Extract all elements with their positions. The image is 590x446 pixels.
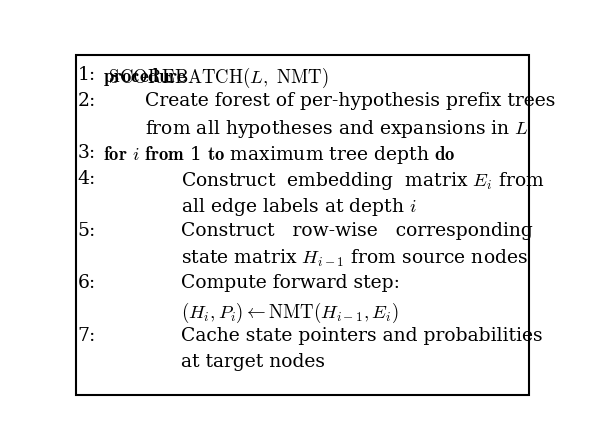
Text: state matrix $H_{i-1}$ from source nodes: state matrix $H_{i-1}$ from source nodes bbox=[181, 248, 528, 269]
Text: 6:: 6: bbox=[77, 274, 96, 292]
Text: 7:: 7: bbox=[77, 326, 96, 345]
Text: $\mathbf{for}$ $i$ $\mathbf{from}$ 1 $\mathbf{to}$ maximum tree depth $\mathbf{d: $\mathbf{for}$ $i$ $\mathbf{from}$ 1 $\m… bbox=[103, 144, 455, 166]
Text: $(H_i, P_i) \leftarrow \mathrm{NMT}(H_{i-1}, E_i)$: $(H_i, P_i) \leftarrow \mathrm{NMT}(H_{i… bbox=[181, 301, 399, 325]
Text: $\mathbf{procedure}$: $\mathbf{procedure}$ bbox=[103, 66, 188, 87]
Text: Create forest of per-hypothesis prefix trees: Create forest of per-hypothesis prefix t… bbox=[145, 91, 555, 110]
Text: 1:: 1: bbox=[77, 66, 96, 83]
Text: all edge labels at depth $i$: all edge labels at depth $i$ bbox=[181, 196, 417, 218]
Text: $\mathrm{S}$$\mathrm{CORE}$$\mathrm{B}$$\mathrm{ATCH}$$(L,\ \mathrm{NMT})$: $\mathrm{S}$$\mathrm{CORE}$$\mathrm{B}$$… bbox=[103, 66, 329, 90]
Text: 5:: 5: bbox=[77, 222, 96, 240]
Text: Construct   row-wise   corresponding: Construct row-wise corresponding bbox=[181, 222, 533, 240]
Text: Construct  embedding  matrix $E_i$ from: Construct embedding matrix $E_i$ from bbox=[181, 170, 545, 192]
Text: 4:: 4: bbox=[77, 170, 96, 188]
Text: Cache state pointers and probabilities: Cache state pointers and probabilities bbox=[181, 326, 543, 345]
FancyBboxPatch shape bbox=[76, 55, 529, 395]
Text: from all hypotheses and expansions in $L$: from all hypotheses and expansions in $L… bbox=[145, 118, 529, 140]
Text: Compute forward step:: Compute forward step: bbox=[181, 274, 400, 292]
Text: 2:: 2: bbox=[77, 91, 96, 110]
Text: 3:: 3: bbox=[77, 144, 96, 162]
Text: at target nodes: at target nodes bbox=[181, 353, 325, 371]
